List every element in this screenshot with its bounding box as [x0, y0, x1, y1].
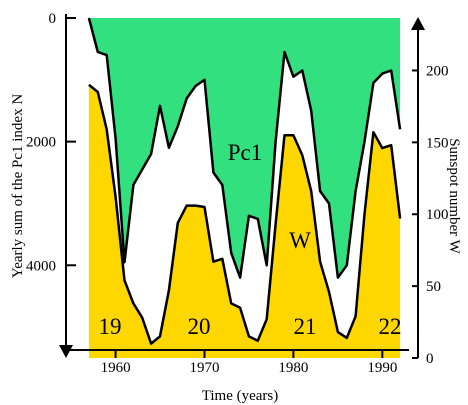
cycle-21-label: 21 [294, 314, 317, 339]
cycle-22-label: 22 [379, 314, 402, 339]
right-tick-label: 200 [426, 63, 449, 79]
x-tick-label: 1990 [367, 360, 397, 376]
left-axis-title: Yearly sum of the Pc1 index N [10, 94, 26, 278]
x-tick-label: 1970 [189, 360, 219, 376]
x-axis-title: Time (years) [202, 388, 279, 404]
x-tick-label: 1980 [278, 360, 308, 376]
right-tick-label: 100 [426, 207, 449, 223]
left-tick-label: 4000 [26, 258, 56, 274]
cycle-20-label: 20 [188, 314, 211, 339]
right-axis-title: Sunspot number W [446, 138, 462, 254]
right-tick-label: 0 [426, 351, 434, 367]
right-axis-arrowhead [411, 17, 425, 30]
right-tick-label: 50 [426, 279, 441, 295]
cycle-19-label: 19 [99, 314, 122, 339]
pc1-series-label: Pc1 [228, 140, 263, 165]
right-tick-label: 150 [426, 135, 449, 151]
left-tick-label: 2000 [26, 135, 56, 151]
sunspot-series-label: W [289, 228, 311, 253]
x-tick-label: 1960 [101, 360, 131, 376]
left-tick-label: 0 [49, 11, 57, 27]
left-axis-arrowhead [59, 345, 73, 358]
